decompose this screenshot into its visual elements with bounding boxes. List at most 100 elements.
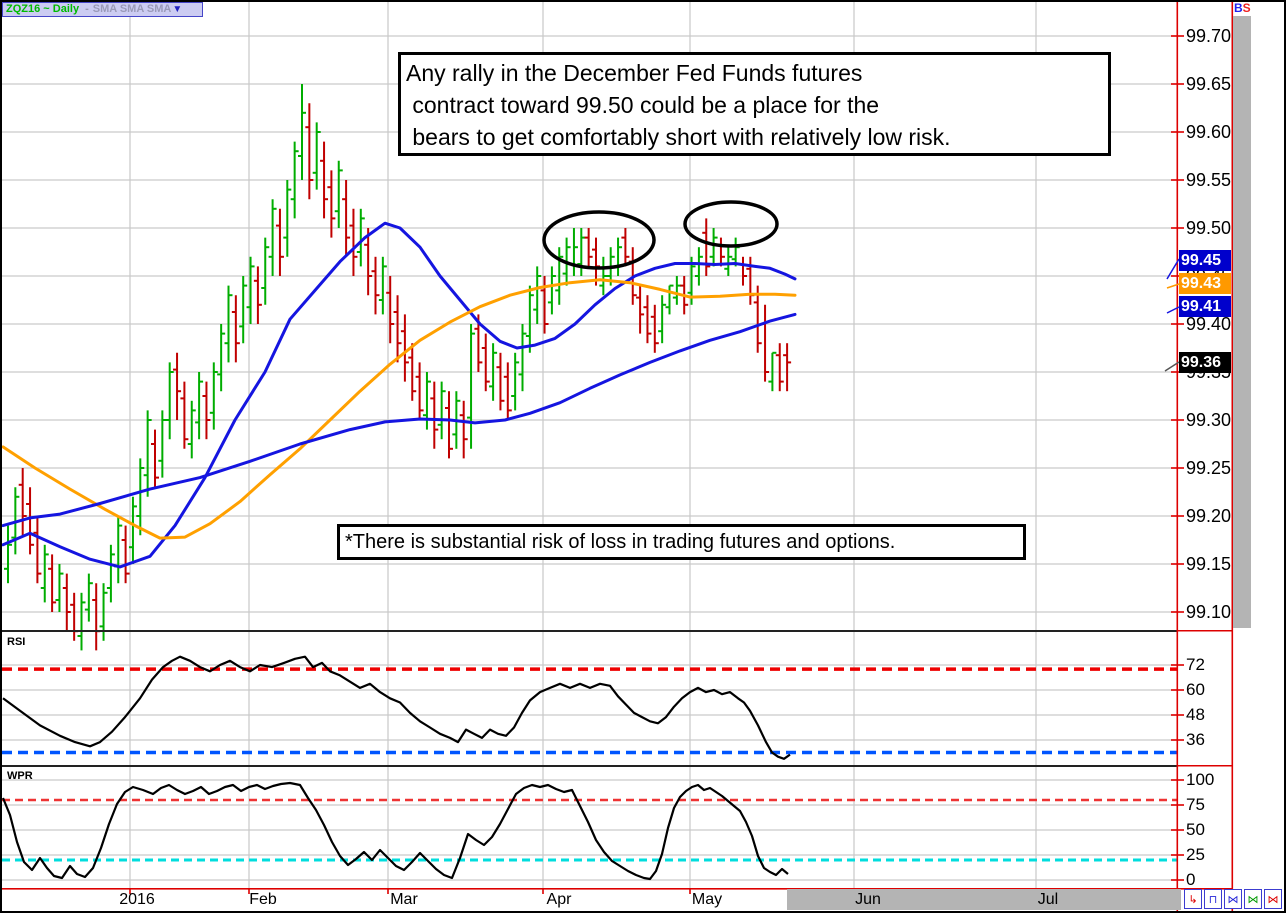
rsi-panel-label: RSI	[7, 636, 26, 648]
ohlc-bar	[724, 247, 733, 276]
vertical-scrollbar[interactable]	[1233, 16, 1251, 628]
ohlc-bar	[231, 295, 240, 363]
wpr-line	[1, 781, 789, 881]
wpr-axis-label: 25	[1186, 845, 1205, 864]
time-tick-mark	[129, 888, 131, 894]
ohlc-bar	[459, 400, 468, 459]
label-leader-line	[1166, 306, 1180, 314]
sma-orange-value-label: 99.43	[1179, 273, 1231, 294]
price-tick-mark	[1171, 131, 1184, 133]
time-tick-mark	[248, 888, 250, 894]
chart-toolbar: ↳ ⊓ ⋈ ⋈ ⋈	[1184, 889, 1282, 909]
highlight-ellipse	[683, 200, 779, 248]
ohlc-bar	[48, 554, 57, 612]
ohlc-bar	[224, 285, 233, 363]
ohlc-bar	[540, 276, 549, 334]
ohlc-bar	[569, 228, 578, 276]
buy-sell-legend: BS	[1234, 1, 1251, 15]
ohlc-bar	[386, 276, 395, 344]
wpr-tick-mark	[1171, 804, 1184, 806]
scroll-end-button[interactable]: ↳	[1184, 889, 1202, 909]
ohlc-bar	[650, 304, 659, 353]
chevron-down-icon[interactable]: ▼	[172, 4, 183, 15]
indicator-list: SMA SMA SMA	[92, 3, 172, 15]
axis-frame-line	[1231, 0, 1234, 911]
ohlc-bar	[4, 525, 12, 584]
label-leader-line	[1164, 361, 1180, 372]
ohlc-bar	[320, 141, 329, 219]
price-tick-mark	[1171, 83, 1184, 85]
ohlc-bar	[305, 103, 314, 200]
ohlc-bar	[114, 516, 123, 584]
ohlc-bar	[202, 381, 211, 440]
ohlc-bar	[136, 458, 145, 536]
ohlc-bar	[239, 276, 248, 344]
ohlc-bar	[481, 333, 490, 392]
axis-separator	[1177, 765, 1232, 767]
ohlc-bar	[33, 516, 42, 584]
ohlc-bar	[55, 564, 64, 612]
horizontal-scrollbar[interactable]	[787, 889, 1181, 910]
ohlc-bar	[26, 487, 35, 555]
price-tick-mark	[1171, 371, 1184, 373]
wpr-tick-mark	[1171, 854, 1184, 856]
price-axis-label: 99.30	[1186, 410, 1232, 430]
symbol-name: ZQZ16 ~ Daily	[6, 3, 80, 15]
sma-orange-line	[1, 278, 797, 540]
ohlc-bar	[253, 266, 262, 324]
wpr-tick-mark	[1171, 879, 1184, 881]
title-separator: -	[85, 3, 89, 15]
ohlc-bar	[489, 343, 498, 401]
zoom-window-button[interactable]: ⊓	[1204, 889, 1222, 909]
ohlc-bar	[290, 141, 299, 219]
ohlc-bar	[577, 228, 586, 276]
ohlc-bar	[77, 592, 86, 651]
compress-green-button[interactable]: ⋈	[1244, 889, 1262, 909]
sma-slow-value-label: 99.41	[1179, 296, 1231, 317]
compress-red-button[interactable]: ⋈	[1264, 889, 1282, 909]
ohlc-bar	[694, 247, 703, 286]
ohlc-bar	[18, 468, 27, 536]
wpr-axis-label: 50	[1186, 820, 1205, 839]
rsi-tick-mark	[1171, 689, 1184, 691]
ohlc-bar	[246, 256, 255, 324]
time-axis-label: 2016	[119, 891, 155, 908]
ohlc-bar	[187, 400, 196, 459]
ohlc-bar	[106, 544, 115, 603]
price-tick-mark	[1171, 323, 1184, 325]
ohlc-bar	[753, 285, 762, 353]
ohlc-bar	[312, 122, 321, 190]
annotation-note-line: Any rally in the December Fed Funds futu…	[406, 60, 863, 86]
ohlc-bar	[62, 573, 71, 632]
ohlc-bar	[209, 362, 218, 430]
time-axis-label: Jul	[1037, 891, 1059, 908]
rsi-tick-mark	[1171, 714, 1184, 716]
rsi-tick-mark	[1171, 664, 1184, 666]
ohlc-bar	[533, 266, 542, 324]
rsi-axis-label: 60	[1186, 680, 1205, 699]
rsi-axis-label: 36	[1186, 730, 1205, 749]
time-axis-label: Apr	[546, 891, 572, 908]
label-leader-line	[1166, 283, 1180, 289]
ohlc-bar	[467, 324, 476, 449]
price-tick-mark	[1171, 35, 1184, 37]
compress-blue-button[interactable]: ⋈	[1224, 889, 1242, 909]
ohlc-bar	[84, 573, 93, 622]
ohlc-bar	[643, 295, 652, 344]
wpr-panel-label: WPR	[7, 770, 33, 782]
ohlc-bar	[599, 256, 608, 296]
ohlc-bar	[400, 314, 409, 382]
time-tick-mark	[689, 888, 691, 894]
ohlc-bar	[408, 343, 417, 401]
axis-separator	[1177, 630, 1232, 632]
symbol-title-bar[interactable]: ZQZ16 ~ Daily - SMA SMA SMA▼	[2, 2, 203, 17]
ohlc-bar	[768, 351, 777, 392]
ohlc-bar	[716, 237, 725, 267]
panel-separator	[2, 630, 1177, 632]
price-axis-label: 99.40	[1186, 314, 1232, 334]
ohlc-bar	[584, 228, 593, 267]
rsi-tick-mark	[1171, 739, 1184, 741]
ohlc-bar	[298, 84, 306, 180]
sma-fast-value-label: 99.45	[1179, 250, 1231, 271]
